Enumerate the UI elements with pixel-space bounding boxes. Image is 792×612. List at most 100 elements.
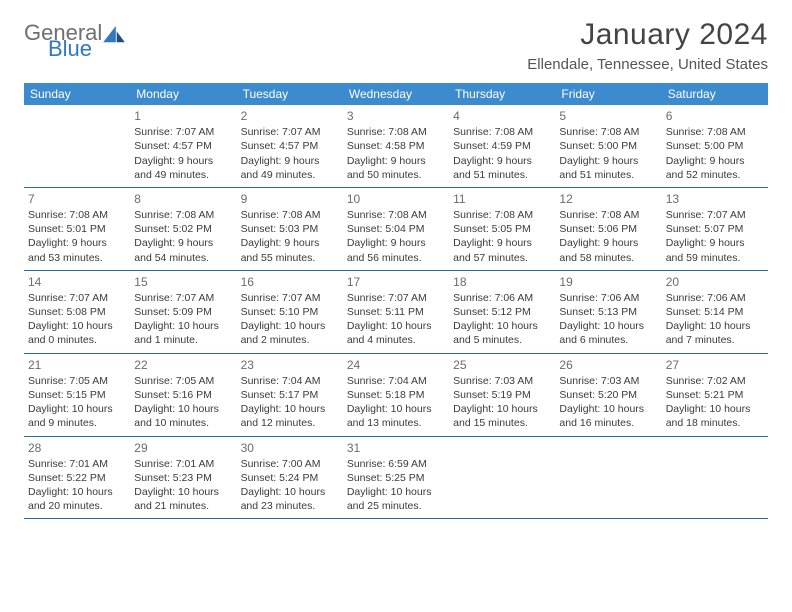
sunset-text: Sunset: 5:04 PM [347,222,445,236]
day-number: 3 [347,108,445,124]
day-cell: 15Sunrise: 7:07 AMSunset: 5:09 PMDayligh… [130,271,236,353]
daylight-text: and 52 minutes. [666,168,764,182]
day-cell [662,437,768,519]
sunset-text: Sunset: 5:00 PM [666,139,764,153]
daylight-text: Daylight: 9 hours [453,236,551,250]
sunset-text: Sunset: 5:23 PM [134,471,232,485]
day-cell: 29Sunrise: 7:01 AMSunset: 5:23 PMDayligh… [130,437,236,519]
day-cell: 9Sunrise: 7:08 AMSunset: 5:03 PMDaylight… [237,188,343,270]
sunset-text: Sunset: 5:19 PM [453,388,551,402]
day-number: 12 [559,191,657,207]
sunset-text: Sunset: 5:14 PM [666,305,764,319]
daylight-text: and 51 minutes. [559,168,657,182]
sunrise-text: Sunrise: 7:07 AM [241,125,339,139]
sunrise-text: Sunrise: 7:07 AM [241,291,339,305]
sunrise-text: Sunrise: 7:08 AM [347,208,445,222]
header: General Blue January 2024 Ellendale, Ten… [24,18,768,73]
dow-cell: Wednesday [343,83,449,105]
day-number: 22 [134,357,232,373]
daylight-text: and 6 minutes. [559,333,657,347]
sunrise-text: Sunrise: 7:07 AM [666,208,764,222]
location-text: Ellendale, Tennessee, United States [527,56,768,73]
dow-cell: Sunday [24,83,130,105]
day-number: 23 [241,357,339,373]
day-cell: 31Sunrise: 6:59 AMSunset: 5:25 PMDayligh… [343,437,449,519]
day-number: 30 [241,440,339,456]
day-cell: 20Sunrise: 7:06 AMSunset: 5:14 PMDayligh… [662,271,768,353]
logo-text: General Blue [24,22,125,60]
sunset-text: Sunset: 5:17 PM [241,388,339,402]
sunrise-text: Sunrise: 7:08 AM [453,125,551,139]
daylight-text: and 20 minutes. [28,499,126,513]
daylight-text: and 55 minutes. [241,251,339,265]
daylight-text: Daylight: 10 hours [134,402,232,416]
day-cell: 6Sunrise: 7:08 AMSunset: 5:00 PMDaylight… [662,105,768,187]
sunset-text: Sunset: 5:06 PM [559,222,657,236]
day-cell: 14Sunrise: 7:07 AMSunset: 5:08 PMDayligh… [24,271,130,353]
daylight-text: and 59 minutes. [666,251,764,265]
daylight-text: and 2 minutes. [241,333,339,347]
sunrise-text: Sunrise: 7:01 AM [28,457,126,471]
sunrise-text: Sunrise: 7:06 AM [559,291,657,305]
daylight-text: and 9 minutes. [28,416,126,430]
daylight-text: Daylight: 10 hours [134,319,232,333]
sunrise-text: Sunrise: 7:06 AM [666,291,764,305]
month-title: January 2024 [527,18,768,52]
daylight-text: Daylight: 10 hours [559,402,657,416]
day-cell: 22Sunrise: 7:05 AMSunset: 5:16 PMDayligh… [130,354,236,436]
day-cell: 4Sunrise: 7:08 AMSunset: 4:59 PMDaylight… [449,105,555,187]
sunset-text: Sunset: 5:10 PM [241,305,339,319]
daylight-text: Daylight: 10 hours [666,402,764,416]
daylight-text: and 7 minutes. [666,333,764,347]
day-cell: 8Sunrise: 7:08 AMSunset: 5:02 PMDaylight… [130,188,236,270]
day-cell: 18Sunrise: 7:06 AMSunset: 5:12 PMDayligh… [449,271,555,353]
sunrise-text: Sunrise: 7:04 AM [241,374,339,388]
daylight-text: and 49 minutes. [134,168,232,182]
daylight-text: and 53 minutes. [28,251,126,265]
sunrise-text: Sunrise: 7:03 AM [453,374,551,388]
day-cell: 7Sunrise: 7:08 AMSunset: 5:01 PMDaylight… [24,188,130,270]
sunset-text: Sunset: 5:11 PM [347,305,445,319]
daylight-text: Daylight: 9 hours [28,236,126,250]
daylight-text: Daylight: 10 hours [347,319,445,333]
dow-cell: Monday [130,83,236,105]
daylight-text: and 16 minutes. [559,416,657,430]
week-row: 1Sunrise: 7:07 AMSunset: 4:57 PMDaylight… [24,105,768,188]
daylight-text: Daylight: 9 hours [347,154,445,168]
day-cell [555,437,661,519]
weeks-container: 1Sunrise: 7:07 AMSunset: 4:57 PMDaylight… [24,105,768,519]
day-number: 31 [347,440,445,456]
dow-cell: Friday [555,83,661,105]
sunrise-text: Sunrise: 7:06 AM [453,291,551,305]
daylight-text: Daylight: 9 hours [134,236,232,250]
sunrise-text: Sunrise: 7:01 AM [134,457,232,471]
daylight-text: Daylight: 10 hours [28,402,126,416]
daylight-text: Daylight: 9 hours [559,236,657,250]
day-number: 2 [241,108,339,124]
dow-cell: Saturday [662,83,768,105]
dow-cell: Tuesday [237,83,343,105]
day-cell: 23Sunrise: 7:04 AMSunset: 5:17 PMDayligh… [237,354,343,436]
daylight-text: and 0 minutes. [28,333,126,347]
sunrise-text: Sunrise: 7:08 AM [559,125,657,139]
daylight-text: and 15 minutes. [453,416,551,430]
day-cell: 2Sunrise: 7:07 AMSunset: 4:57 PMDaylight… [237,105,343,187]
day-number: 20 [666,274,764,290]
day-cell: 16Sunrise: 7:07 AMSunset: 5:10 PMDayligh… [237,271,343,353]
week-row: 14Sunrise: 7:07 AMSunset: 5:08 PMDayligh… [24,271,768,354]
daylight-text: and 54 minutes. [134,251,232,265]
daylight-text: Daylight: 10 hours [134,485,232,499]
sunrise-text: Sunrise: 7:00 AM [241,457,339,471]
sunset-text: Sunset: 5:01 PM [28,222,126,236]
daylight-text: Daylight: 10 hours [666,319,764,333]
sunset-text: Sunset: 5:15 PM [28,388,126,402]
day-cell: 30Sunrise: 7:00 AMSunset: 5:24 PMDayligh… [237,437,343,519]
week-row: 21Sunrise: 7:05 AMSunset: 5:15 PMDayligh… [24,354,768,437]
daylight-text: Daylight: 10 hours [241,485,339,499]
sunset-text: Sunset: 5:13 PM [559,305,657,319]
day-number: 21 [28,357,126,373]
daylight-text: and 10 minutes. [134,416,232,430]
day-number: 8 [134,191,232,207]
daylight-text: Daylight: 10 hours [28,319,126,333]
day-cell: 5Sunrise: 7:08 AMSunset: 5:00 PMDaylight… [555,105,661,187]
